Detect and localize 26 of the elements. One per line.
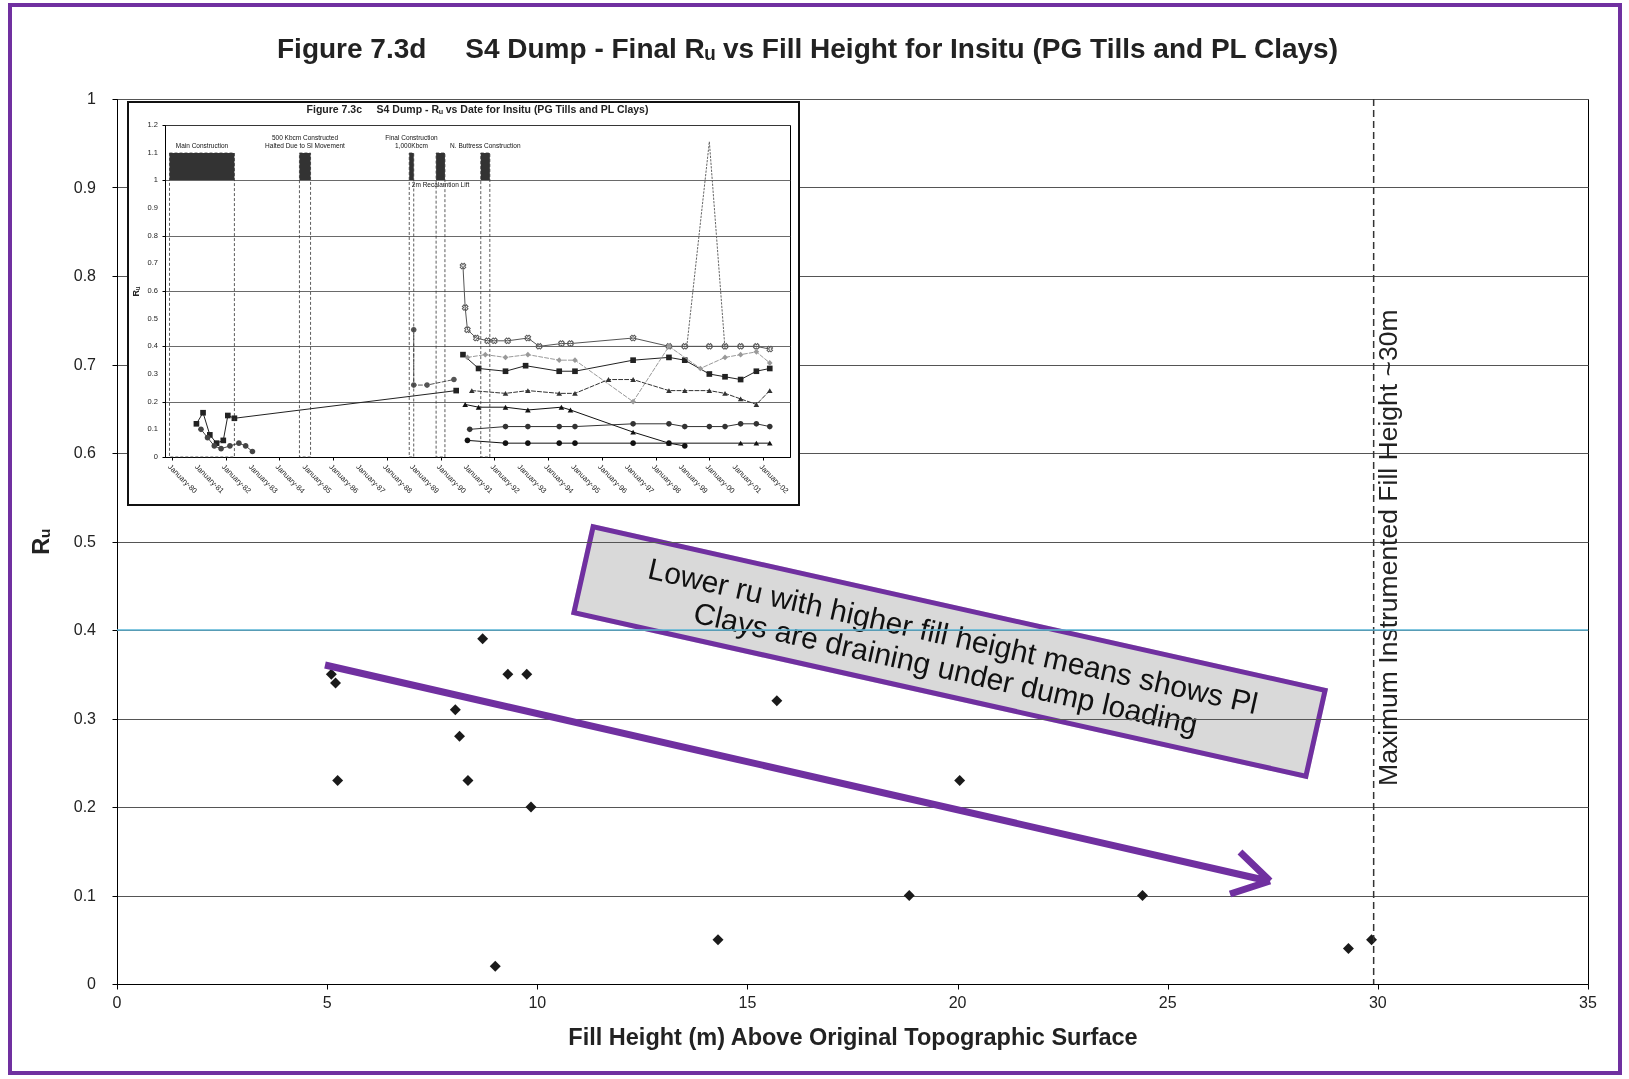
y-tick-label: 0.9 [73,178,97,196]
x-tick-label: 5 [322,994,332,1011]
x-tick-label: 20 [948,994,967,1011]
x-tick-label: 35 [1579,994,1597,1011]
y-tick-label: 0.1 [73,886,97,904]
x-tick-label: 30 [1368,994,1387,1011]
y-tick-label: 0.5 [73,532,97,550]
x-tick-label: 10 [528,994,547,1011]
x-tick-label: 25 [1158,994,1177,1011]
annotation: Lower ru with higher fill height means shows Pl Clays are draining under dump loading [643,549,1262,742]
y-axis-title: Rᵤ [28,528,54,555]
y-tick-label: 0 [87,975,97,992]
ref-line-label: Maximum Instrumented Fill Height ~30m [1372,309,1403,786]
x-tick-label: 0 [112,994,122,1011]
y-tick-label: 0.8 [73,267,97,284]
y-axis-title: Rᵤ [131,285,141,297]
chart-title: Figure 7.3d S4 Dump - Final Rᵤ vs Fill Height for Insitu (PG Tills and PL Clays) [277,33,1338,64]
y-tick-label: 0.4 [73,621,97,638]
x-axis-title: Fill Height (m) Above Original Topographic Surface [568,1024,1138,1050]
y-tick-label: 0.3 [73,709,97,727]
x-tick-label: 15 [738,994,757,1011]
chart-title: Figure 7.3c S4 Dump - Rᵤ vs Date for Insitu (PG Tills and PL Clays) [306,102,649,115]
y-tick-label: 1 [87,90,97,107]
y-tick-label: 0.2 [73,798,97,815]
y-tick-label: 0.7 [73,355,97,373]
y-tick-label: 0.6 [73,444,97,461]
